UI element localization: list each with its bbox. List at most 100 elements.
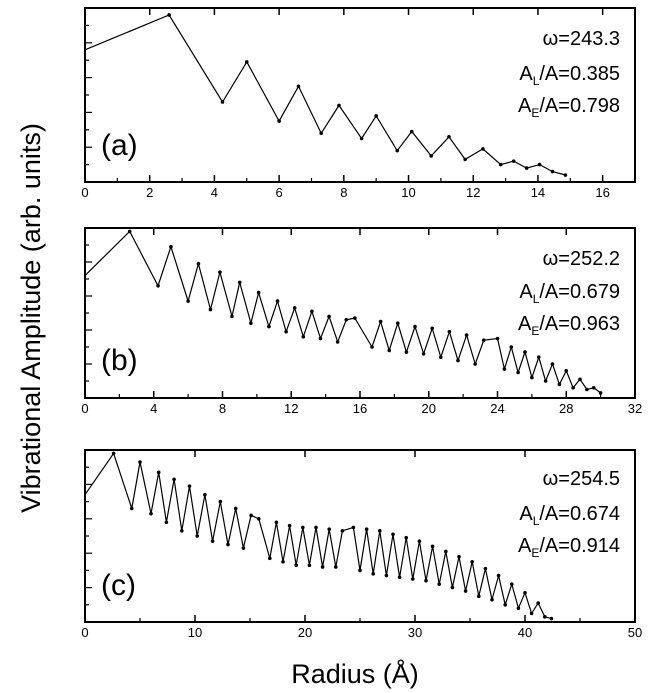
ae-ratio-label-subscript: E bbox=[531, 546, 539, 560]
x-tick-label: 0 bbox=[81, 401, 88, 416]
data-point bbox=[481, 147, 485, 151]
data-point bbox=[307, 563, 312, 568]
data-point bbox=[516, 370, 520, 375]
data-point bbox=[334, 565, 338, 569]
data-point bbox=[371, 572, 376, 576]
x-tick-label: 40 bbox=[518, 625, 532, 640]
data-point bbox=[156, 470, 161, 475]
data-point bbox=[404, 535, 409, 540]
x-tick-label: 10 bbox=[188, 625, 202, 640]
data-point bbox=[195, 534, 199, 538]
data-point bbox=[550, 362, 555, 366]
data-point bbox=[384, 573, 389, 578]
al-ratio-label: AL/A=0.679 bbox=[519, 281, 620, 306]
x-tick-label: 6 bbox=[276, 185, 283, 200]
data-point bbox=[353, 316, 357, 320]
data-point bbox=[557, 382, 562, 387]
data-point bbox=[536, 601, 540, 605]
data-point bbox=[549, 616, 554, 621]
data-point bbox=[275, 299, 280, 303]
data-point bbox=[483, 566, 488, 571]
x-tick-label: 14 bbox=[531, 185, 545, 200]
data-point bbox=[503, 603, 508, 607]
x-tick-label: 32 bbox=[628, 401, 642, 416]
data-point bbox=[256, 290, 261, 295]
al-ratio-label-value: /A=0.385 bbox=[539, 63, 620, 85]
data-point bbox=[523, 590, 527, 595]
data-point bbox=[233, 506, 238, 511]
data-point bbox=[249, 513, 253, 518]
data-point bbox=[550, 169, 555, 174]
data-point bbox=[301, 525, 305, 530]
ae-ratio-label: AE/A=0.914 bbox=[518, 535, 620, 560]
data-point bbox=[277, 119, 281, 123]
data-point bbox=[396, 321, 400, 326]
data-point bbox=[230, 314, 234, 319]
data-point bbox=[274, 520, 279, 525]
data-point bbox=[391, 532, 395, 537]
data-point bbox=[281, 560, 285, 564]
data-point bbox=[473, 362, 477, 366]
data-point bbox=[424, 578, 428, 583]
data-point bbox=[210, 539, 215, 543]
x-tick-label: 12 bbox=[466, 185, 480, 200]
data-point bbox=[490, 597, 494, 602]
x-tick-label: 2 bbox=[146, 185, 153, 200]
panel-a: 0 2 4 6 8 10 12 14 16(a)ω=243.3AL/A=0.385AE/A=0.… bbox=[81, 7, 636, 200]
data-point bbox=[378, 529, 382, 533]
data-point bbox=[249, 321, 253, 326]
data-point bbox=[430, 544, 435, 549]
x-tick-label: 30 bbox=[408, 625, 422, 640]
data-point bbox=[180, 529, 184, 533]
data-point bbox=[444, 549, 448, 554]
series-line bbox=[84, 14, 566, 176]
data-point bbox=[344, 318, 349, 322]
x-tick-label: 10 bbox=[401, 185, 415, 200]
data-point bbox=[543, 379, 548, 383]
data-point bbox=[187, 484, 192, 488]
al-ratio-label: AL/A=0.674 bbox=[519, 503, 620, 528]
data-point bbox=[364, 527, 369, 531]
x-tick-label: 8 bbox=[340, 185, 347, 200]
data-point bbox=[477, 594, 481, 598]
data-point bbox=[156, 284, 160, 288]
al-ratio-label-value: /A=0.679 bbox=[539, 281, 620, 303]
omega-label: ω=252.2 bbox=[543, 248, 620, 270]
data-point bbox=[578, 377, 582, 382]
data-point bbox=[536, 355, 541, 360]
data-point bbox=[149, 511, 153, 516]
x-tick-label: 16 bbox=[595, 185, 609, 200]
data-point bbox=[220, 100, 225, 104]
data-point bbox=[481, 338, 486, 343]
data-point bbox=[411, 577, 415, 581]
data-point bbox=[378, 319, 383, 324]
data-point bbox=[395, 148, 400, 153]
data-point bbox=[127, 229, 132, 234]
panel-b: 0 4 8 12 16 20 24 28 32(b)ω=252.2AL/A=0.679AE/A=… bbox=[81, 227, 642, 416]
al-ratio-label-symbol: A bbox=[519, 63, 533, 85]
data-point bbox=[335, 340, 340, 344]
data-point bbox=[327, 527, 332, 531]
x-axis-label: Radius (Å) bbox=[291, 658, 419, 689]
data-point bbox=[529, 611, 534, 616]
al-ratio-label-value: /A=0.674 bbox=[539, 503, 620, 525]
data-point bbox=[537, 162, 542, 167]
data-point bbox=[502, 367, 507, 371]
data-point bbox=[167, 13, 171, 17]
data-point bbox=[203, 492, 207, 497]
data-point bbox=[294, 563, 299, 568]
data-point bbox=[524, 166, 529, 170]
x-tick-label: 4 bbox=[211, 185, 218, 200]
data-point bbox=[437, 582, 442, 586]
data-point bbox=[571, 386, 575, 390]
al-ratio-label-subscript: L bbox=[533, 514, 540, 528]
x-tick-label: 0 bbox=[81, 185, 88, 200]
data-point bbox=[129, 506, 134, 511]
data-point bbox=[585, 387, 589, 392]
ae-ratio-label-value: /A=0.963 bbox=[539, 313, 620, 335]
al-ratio-label: AL/A=0.385 bbox=[519, 63, 620, 88]
data-point bbox=[564, 369, 569, 373]
al-ratio-label-subscript: L bbox=[533, 74, 540, 88]
data-point bbox=[138, 460, 142, 464]
y-axis-label: Vibrational Amplitude (arb. units) bbox=[16, 123, 46, 513]
